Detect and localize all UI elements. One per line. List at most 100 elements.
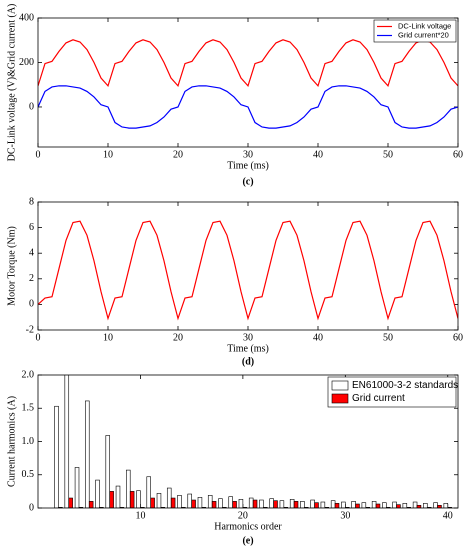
x-tick-label: 40 <box>443 510 453 521</box>
caption: (e) <box>242 535 253 546</box>
bar <box>252 499 258 508</box>
x-tick-label: 40 <box>313 149 323 160</box>
bar <box>341 501 346 508</box>
legend-label: Grid current <box>352 393 405 404</box>
bar <box>355 503 360 508</box>
legend-swatch <box>331 380 349 391</box>
bar <box>88 501 94 508</box>
y-tick-label: 8 <box>29 196 34 207</box>
bar <box>314 502 319 508</box>
bar <box>330 500 336 508</box>
bar <box>85 400 90 508</box>
chart-panel: 10 20 30 40 0 0.5 1.0 1.5 2.0 Harmonics order Curr… <box>6 369 459 546</box>
y-axis-label: Current harmonics (A) <box>6 396 17 487</box>
bar <box>146 476 151 508</box>
y-tick-label: 0 <box>29 299 34 310</box>
bar <box>218 498 223 508</box>
series-line <box>38 39 458 88</box>
bar <box>279 500 285 508</box>
bar <box>105 435 111 508</box>
bar <box>293 501 299 508</box>
caption: (c) <box>242 176 253 187</box>
bar <box>170 497 176 508</box>
legend-label: Grid current*20 <box>398 30 449 39</box>
y-tick-label: 2.0 <box>22 369 35 380</box>
bar <box>351 501 356 508</box>
x-tick-label: 60 <box>453 149 463 160</box>
bar <box>177 495 182 508</box>
x-tick-label: 10 <box>103 332 113 343</box>
bar <box>334 503 340 508</box>
bar <box>207 495 213 508</box>
x-tick-label: 50 <box>383 332 393 343</box>
x-axis-label: Harmonics order <box>214 521 282 532</box>
x-tick-label: 40 <box>313 332 323 343</box>
chart-panel: 0 10 20 30 40 50 60 0 200 400 Time (ms) DC-Link vol… <box>6 4 463 188</box>
bar <box>187 493 192 508</box>
legend-label: EN61000-3-2 standards <box>352 380 458 391</box>
caption: (d) <box>242 356 254 367</box>
y-tick-label: 400 <box>19 12 34 23</box>
y-axis-label: DC-Link voltage (V)&Grid current (A) <box>6 4 17 162</box>
y-tick-label: 6 <box>29 222 34 233</box>
x-tick-label: 10 <box>135 510 145 521</box>
bar <box>273 500 278 508</box>
bar <box>68 497 73 508</box>
bar <box>375 503 381 508</box>
plot-frame <box>37 374 459 509</box>
legend: EN61000-3-2 standards Grid current <box>327 376 458 408</box>
x-tick-label: 0 <box>36 332 41 343</box>
bar <box>64 375 70 508</box>
y-tick-label: 2 <box>29 273 34 284</box>
bar <box>248 497 254 508</box>
bar <box>382 502 387 508</box>
x-tick-label: 50 <box>383 149 393 160</box>
bar <box>259 499 264 508</box>
legend-swatch <box>331 393 349 404</box>
bar <box>269 498 274 508</box>
x-tick-label: 60 <box>453 332 463 343</box>
x-tick-label: 20 <box>173 332 183 343</box>
bar <box>361 502 367 508</box>
bar <box>412 501 418 508</box>
y-tick-label: 1.5 <box>22 403 35 414</box>
legend-label: DC-Link voltage <box>398 21 451 30</box>
bar <box>392 501 397 508</box>
bar <box>211 501 217 508</box>
x-tick-label: 10 <box>103 149 113 160</box>
x-tick-label: 20 <box>238 510 248 521</box>
bar <box>232 501 237 508</box>
bar <box>95 479 100 508</box>
plot-area <box>38 39 458 129</box>
bar <box>310 499 315 508</box>
bar <box>371 501 377 508</box>
bar <box>74 467 80 508</box>
x-tick-label: 30 <box>243 332 253 343</box>
bar <box>115 485 121 508</box>
bar <box>238 499 244 508</box>
y-tick-label: 0.5 <box>22 469 35 480</box>
plot-frame <box>37 201 459 331</box>
y-tick-label: 200 <box>19 57 34 68</box>
bar <box>300 501 305 508</box>
plot-frame <box>37 17 459 148</box>
y-tick-label: 0 <box>29 502 34 513</box>
bar <box>289 499 295 508</box>
x-tick-label: 30 <box>243 149 253 160</box>
bar <box>166 487 172 508</box>
series-line <box>38 85 458 129</box>
y-tick-label: 0 <box>29 101 34 112</box>
y-tick-label: 4 <box>29 247 34 258</box>
legend-box <box>327 376 457 408</box>
bar <box>402 503 408 508</box>
x-axis-label: Time (ms) <box>227 160 269 171</box>
x-axis-label: Time (ms) <box>227 343 269 354</box>
bar <box>126 469 131 508</box>
x-tick-label: 30 <box>340 510 350 521</box>
x-tick-label: 20 <box>173 149 183 160</box>
plot-area <box>38 220 458 321</box>
bar <box>54 405 59 508</box>
